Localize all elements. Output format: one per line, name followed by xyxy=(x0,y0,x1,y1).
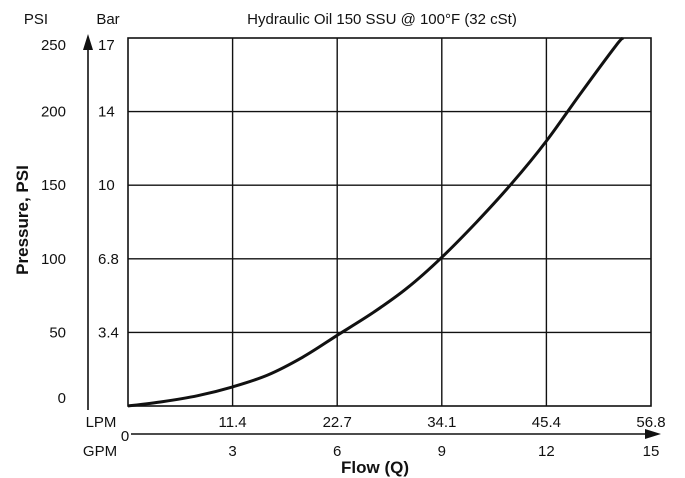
x-tick-labels-lpm: 11.4 22.7 34.1 45.4 56.8 xyxy=(219,414,666,431)
x-tick-label-gpm: 9 xyxy=(438,443,446,460)
x-tick-label-lpm: 22.7 xyxy=(323,414,352,431)
x-tick-label-lpm: 56.8 xyxy=(636,414,665,431)
x-tick-label-gpm: 15 xyxy=(643,443,660,460)
x-tick-label-gpm: 6 xyxy=(333,443,341,460)
chart-title: Hydraulic Oil 150 SSU @ 100°F (32 cSt) xyxy=(247,11,517,28)
x-axis-arrowhead xyxy=(645,429,661,439)
y-tick-label-psi: 250 xyxy=(41,37,66,54)
y-tick-label-psi: 200 xyxy=(41,104,66,121)
y-axis-arrowhead xyxy=(83,34,93,50)
y-tick-labels: 0 50 100 150 200 250 3.4 6.8 10 14 17 xyxy=(41,37,119,407)
y-tick-label-bar: 6.8 xyxy=(98,251,119,268)
y-tick-label-bar: 3.4 xyxy=(98,324,119,341)
x-tick-label-gpm: 12 xyxy=(538,443,555,460)
x-tick-label-lpm: 45.4 xyxy=(532,414,561,431)
y-tick-label-bar: 14 xyxy=(98,104,115,121)
pressure-flow-curve xyxy=(127,36,625,408)
grid-lines xyxy=(128,38,651,406)
x-unit-lpm-label: LPM xyxy=(86,414,117,431)
x-tick-label-lpm: 34.1 xyxy=(427,414,456,431)
x-tick-label-gpm: 3 xyxy=(228,443,236,460)
plot-frame xyxy=(127,37,652,407)
y-tick-label-psi: 50 xyxy=(49,324,66,341)
y-tick-label-psi: 0 xyxy=(58,390,66,407)
y-tick-label-bar: 17 xyxy=(98,37,115,54)
y-unit-psi-label: PSI xyxy=(24,11,48,28)
y-unit-bar-label: Bar xyxy=(96,11,119,28)
x-tick-label-lpm: 11.4 xyxy=(219,414,247,431)
x-tick-labels-gpm: 0 3 6 9 12 15 xyxy=(121,428,660,460)
x-tick-label-gpm: 0 xyxy=(121,428,129,445)
y-axis-title: Pressure, PSI xyxy=(13,165,32,275)
x-axis-title: Flow (Q) xyxy=(341,458,409,477)
x-unit-gpm-label: GPM xyxy=(83,443,117,460)
y-tick-label-psi: 150 xyxy=(41,177,66,194)
y-tick-label-psi: 100 xyxy=(41,251,66,268)
y-tick-label-bar: 10 xyxy=(98,177,115,194)
